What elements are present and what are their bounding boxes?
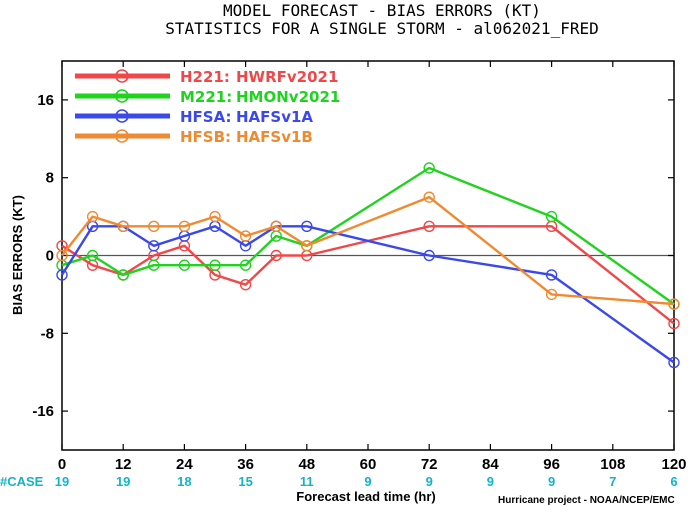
- series-hafsv1a: [56, 220, 680, 369]
- series-line: [60, 225, 675, 364]
- data-point: [423, 191, 435, 203]
- legend-marker: [115, 69, 129, 83]
- case-count: 9: [548, 474, 555, 489]
- data-point: [239, 230, 252, 242]
- legend-marker: [115, 129, 129, 143]
- case-counts: 19 19 18 15 11 9 9 9 9 7 6: [55, 474, 678, 489]
- y-tick-label: -8: [41, 325, 54, 342]
- legend-item: M221: HMONv2021: [75, 88, 340, 106]
- data-point: [301, 240, 313, 252]
- data-point: [423, 220, 435, 233]
- x-tick-label: 96: [543, 456, 560, 473]
- data-point: [668, 298, 680, 310]
- case-count: 9: [426, 474, 433, 489]
- data-point: [86, 210, 99, 223]
- legend-name: HFSB:: [180, 128, 231, 146]
- legend-description: HMONv2021: [236, 88, 340, 106]
- y-tick-label: 0: [46, 248, 54, 265]
- y-tick-label: 16: [37, 92, 54, 109]
- x-axis-ticks: 0 12 24 36 48 60 72 84 96 108 120: [58, 61, 687, 473]
- data-point: [545, 210, 558, 223]
- case-count: 11: [300, 474, 314, 489]
- case-count: 19: [116, 474, 130, 489]
- y-axis-ticks: -16 -8 0 8 16: [32, 92, 674, 420]
- x-tick-label: 108: [600, 456, 625, 473]
- data-point: [148, 259, 160, 271]
- chart-title: MODEL FORECAST - BIAS ERRORS (KT): [223, 1, 541, 20]
- x-tick-label: 60: [360, 456, 377, 473]
- legend-item: H221: HWRFv2021: [75, 68, 338, 86]
- data-point: [270, 220, 282, 233]
- x-tick-label: 12: [115, 456, 132, 473]
- data-point: [301, 220, 313, 233]
- data-point: [117, 269, 129, 281]
- data-point: [56, 249, 68, 262]
- legend-description: HWRFv2021: [236, 68, 338, 86]
- data-point: [545, 288, 558, 301]
- series-layer: [56, 162, 680, 369]
- data-point: [86, 249, 99, 262]
- legend-item: HFSA: HAFSv1A: [75, 108, 313, 126]
- chart-subtitle: STATISTICS FOR A SINGLE STORM - al062021…: [165, 19, 598, 38]
- case-label: #CASE: [0, 474, 44, 489]
- case-count: 15: [238, 474, 252, 489]
- credit-text: Hurricane project - NOAA/NCEP/EMC: [498, 495, 675, 506]
- data-point: [423, 162, 435, 174]
- legend-name: HFSA:: [180, 108, 232, 126]
- x-tick-label: 120: [661, 456, 686, 473]
- case-count: 6: [670, 474, 677, 489]
- data-point: [545, 269, 558, 281]
- data-point: [668, 317, 680, 330]
- series-hmonv2021: [56, 162, 680, 310]
- x-tick-label: 84: [482, 456, 499, 473]
- legend-marker: [115, 109, 129, 123]
- x-tick-label: 48: [298, 456, 315, 473]
- data-point: [148, 240, 160, 252]
- data-point: [148, 220, 160, 233]
- x-axis-label: Forecast lead time (hr): [296, 489, 435, 504]
- legend-item: HFSB: HAFSv1B: [75, 128, 313, 146]
- data-point: [239, 259, 252, 271]
- case-count: 9: [364, 474, 371, 489]
- data-point: [178, 220, 191, 233]
- legend-description: HAFSv1A: [236, 108, 313, 126]
- y-tick-label: 8: [46, 170, 54, 187]
- data-point: [209, 259, 221, 271]
- x-tick-label: 36: [237, 456, 254, 473]
- data-point: [178, 259, 191, 271]
- x-tick-label: 72: [421, 456, 438, 473]
- data-point: [239, 278, 252, 291]
- legend-name: M221:: [180, 88, 232, 106]
- case-count: 7: [609, 474, 616, 489]
- data-point: [668, 356, 680, 369]
- data-point: [209, 210, 221, 223]
- legend-marker: [115, 89, 129, 103]
- y-axis-label: BIAS ERRORS (KT): [10, 195, 25, 315]
- y-tick-label: -16: [32, 403, 54, 420]
- series-hwrfv2021: [56, 220, 680, 330]
- data-point: [423, 249, 435, 262]
- x-tick-label: 0: [58, 456, 66, 473]
- series-line: [61, 166, 675, 306]
- case-count: 18: [177, 474, 191, 489]
- legend-description: HAFSv1B: [236, 128, 313, 146]
- data-point: [56, 269, 68, 281]
- data-point: [270, 249, 282, 262]
- series-hafsv1b: [56, 191, 680, 310]
- legend-name: H221:: [180, 68, 230, 86]
- data-point: [117, 220, 129, 233]
- case-count: 19: [55, 474, 69, 489]
- x-tick-label: 24: [176, 456, 193, 473]
- case-count: 9: [487, 474, 494, 489]
